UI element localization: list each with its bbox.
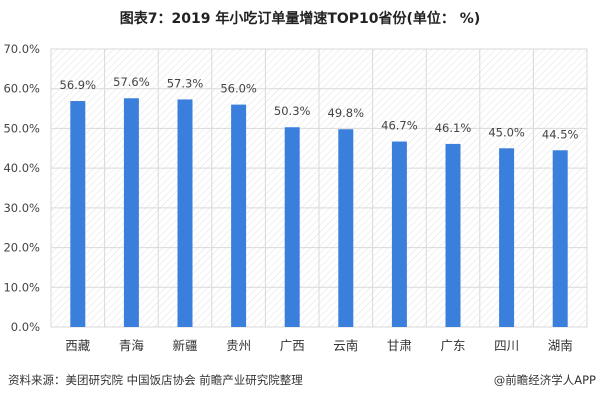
data-label: 57.3% <box>167 76 204 90</box>
x-tick-label: 湖南 <box>548 338 573 353</box>
y-tick-label: 20.0% <box>3 241 40 255</box>
data-label: 56.9% <box>60 78 97 92</box>
bar-云南 <box>338 129 354 327</box>
bar-青海 <box>123 98 139 327</box>
x-tick-label: 贵州 <box>226 338 251 353</box>
y-tick-label: 10.0% <box>3 280 40 294</box>
x-tick-label: 甘肃 <box>387 338 412 353</box>
x-tick-label: 青海 <box>119 338 145 353</box>
bar-湖南 <box>552 150 568 327</box>
x-tick-label: 云南 <box>333 338 358 353</box>
x-tick-label: 西藏 <box>65 338 91 353</box>
bar-西藏 <box>70 101 86 327</box>
bar-广西 <box>284 127 300 327</box>
x-tick-label: 广西 <box>280 338 305 353</box>
y-tick-label: 70.0% <box>3 42 40 56</box>
x-tick-label: 广东 <box>440 338 465 353</box>
data-label: 49.8% <box>328 106 365 120</box>
bar-chart: 0.0%10.0%20.0%30.0%40.0%50.0%60.0%70.0% … <box>3 42 588 353</box>
data-label: 44.5% <box>542 127 579 141</box>
bar-广东 <box>445 143 461 327</box>
x-tick-label: 四川 <box>494 338 519 353</box>
x-tick-label: 新疆 <box>172 338 197 353</box>
data-label: 46.7% <box>381 119 418 133</box>
bar-四川 <box>499 148 515 327</box>
data-label: 46.1% <box>435 121 472 135</box>
chart-title: 图表7：2019 年小吃订单量增速TOP10省份(单位： %) <box>119 11 481 27</box>
y-tick-label: 60.0% <box>3 82 40 96</box>
bar-新疆 <box>177 99 193 328</box>
data-label: 45.0% <box>488 125 525 139</box>
y-tick-label: 0.0% <box>11 320 40 334</box>
y-tick-label: 50.0% <box>3 121 40 135</box>
credit-text: @前瞻经济学人APP <box>493 373 596 387</box>
source-note: 资料来源：美团研究院 中国饭店协会 前瞻产业研究院整理 <box>8 373 303 387</box>
data-label: 50.3% <box>274 104 311 118</box>
data-label: 56.0% <box>220 82 257 96</box>
bar-甘肃 <box>391 141 407 327</box>
y-tick-label: 30.0% <box>3 201 40 215</box>
data-label: 57.6% <box>113 75 150 89</box>
bar-贵州 <box>231 104 247 327</box>
y-tick-label: 40.0% <box>3 161 40 175</box>
